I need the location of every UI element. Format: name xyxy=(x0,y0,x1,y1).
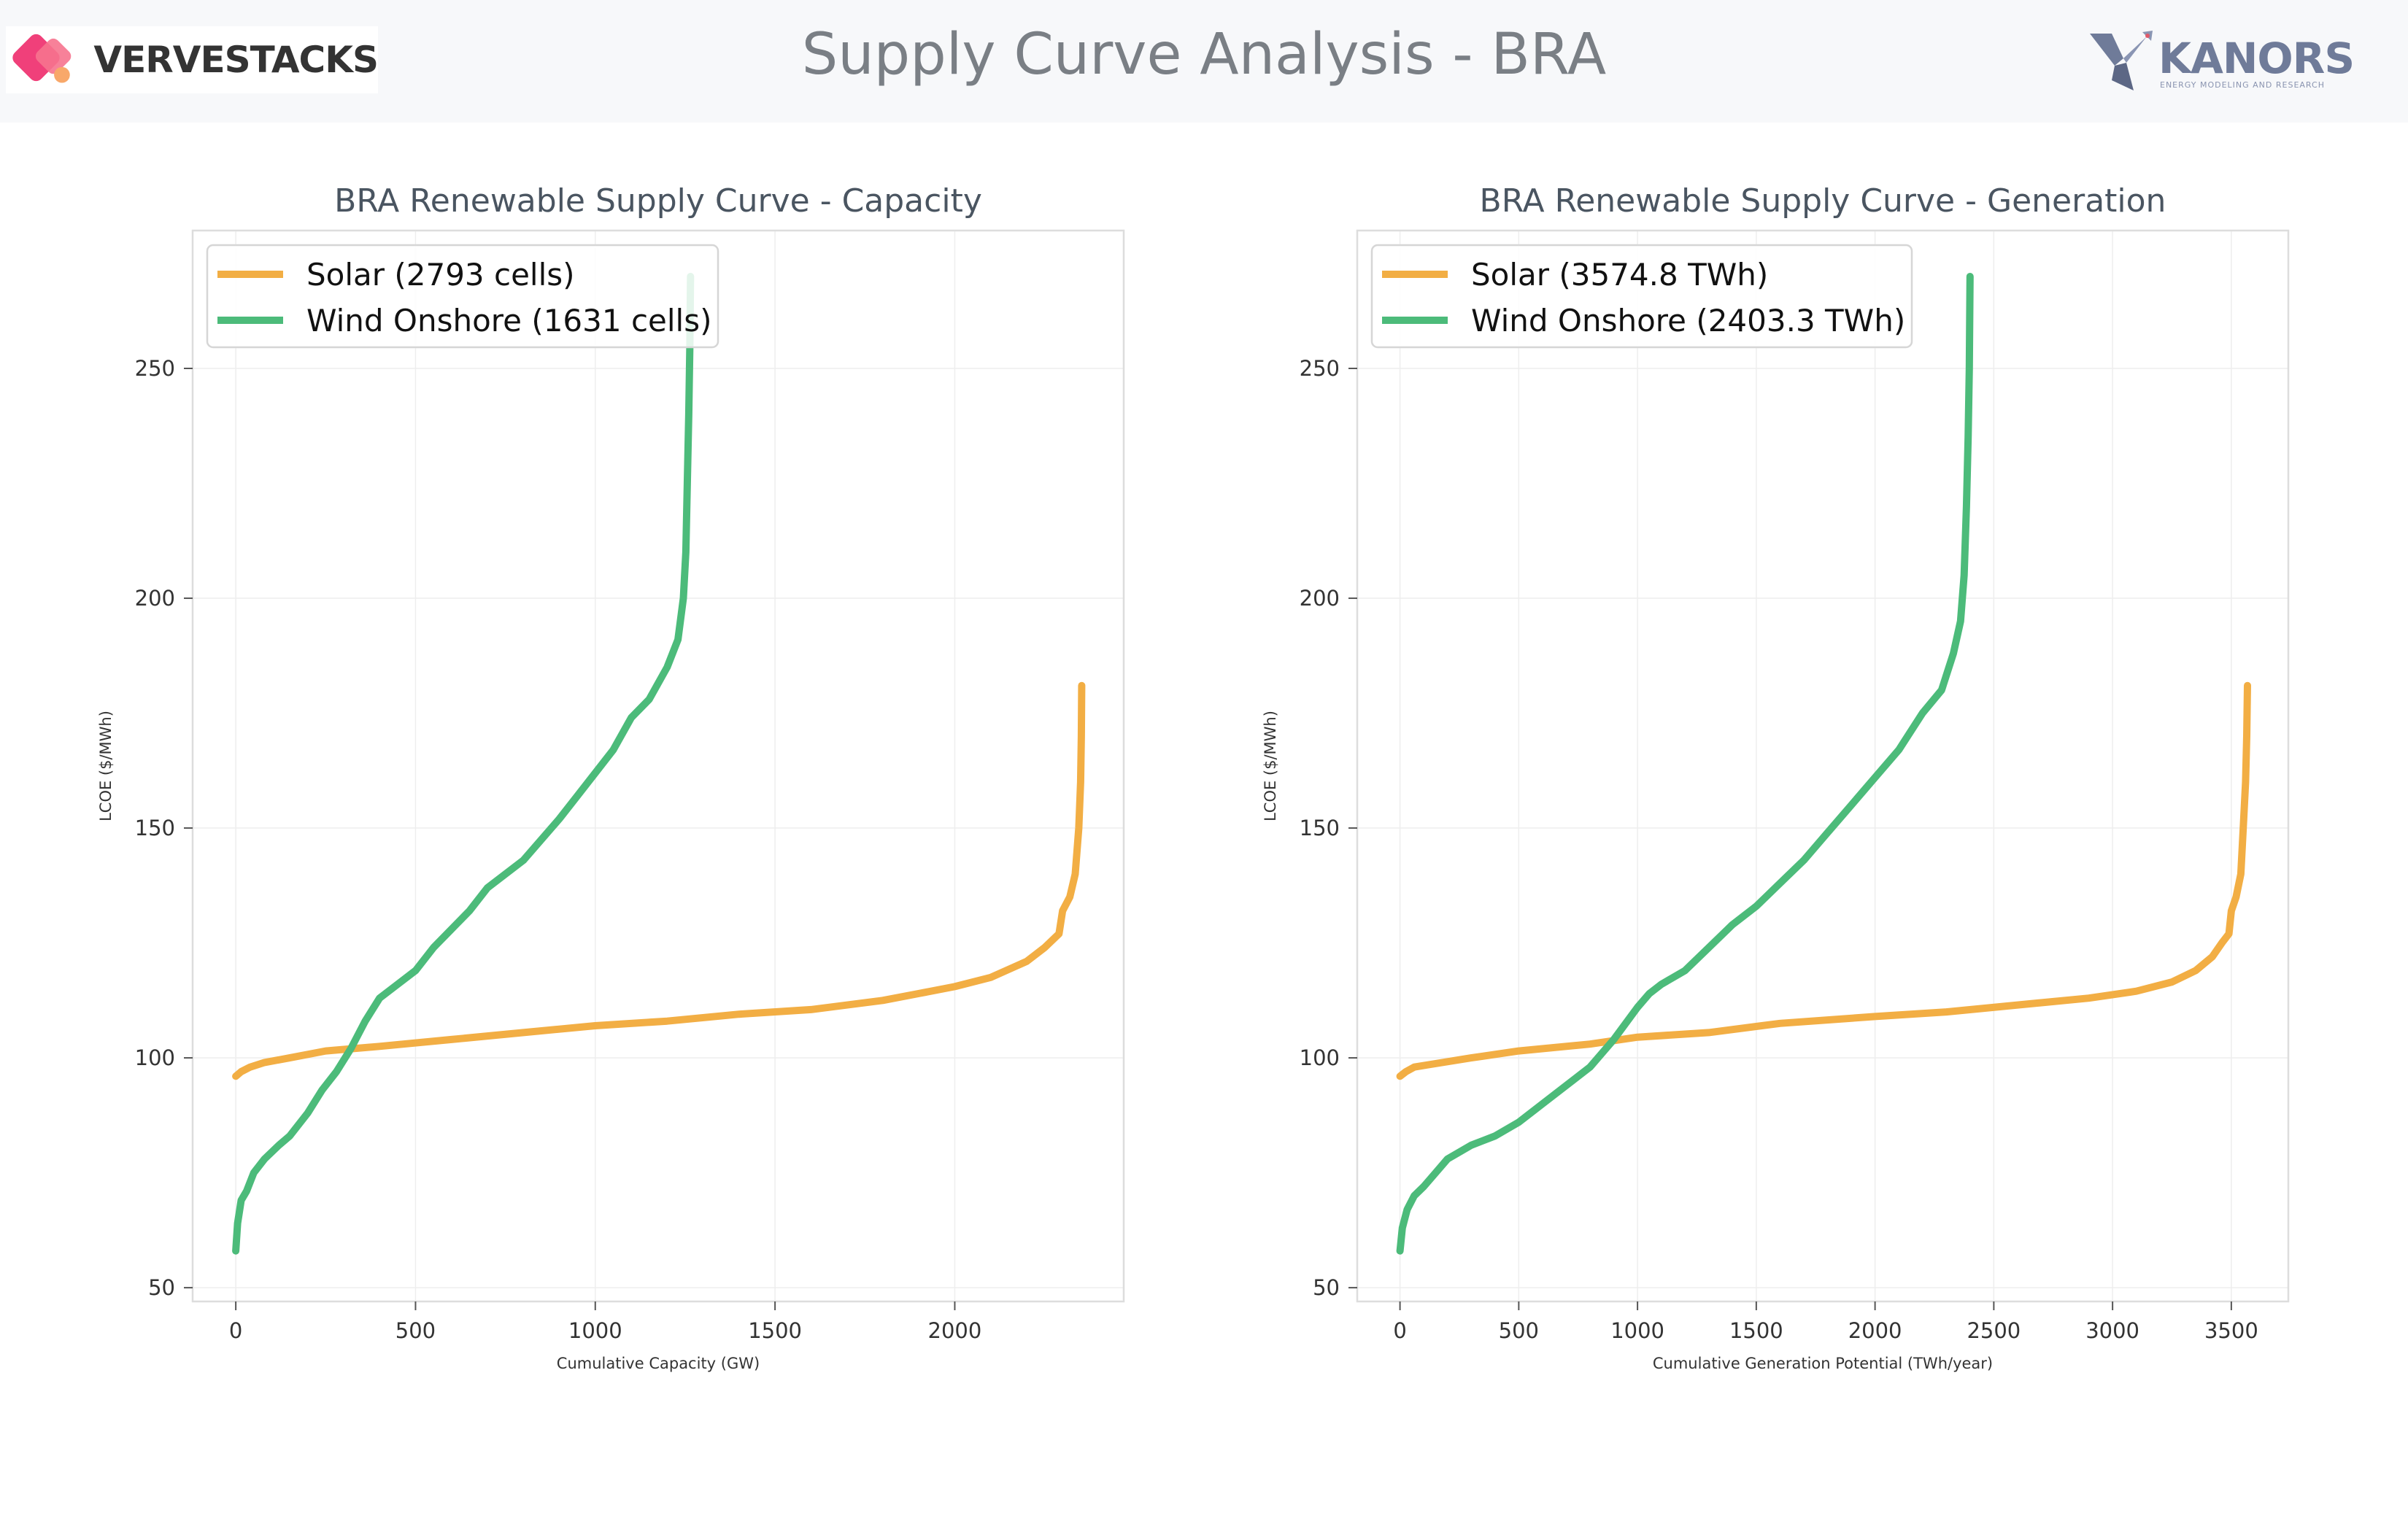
x-tick-label: 500 xyxy=(1499,1318,1539,1343)
y-axis-label: LCOE ($/MWh) xyxy=(1262,711,1279,821)
y-tick-label: 50 xyxy=(148,1275,175,1300)
legend-label-solar: Solar (3574.8 TWh) xyxy=(1471,257,1768,293)
x-tick-label: 0 xyxy=(229,1318,242,1343)
plot-frame xyxy=(1356,229,2290,1303)
kanors-logo-tagline: ENERGY MODELING AND RESEARCH xyxy=(2160,80,2325,90)
chart-title: BRA Renewable Supply Curve - Generation xyxy=(1480,182,2166,220)
x-axis-label: Cumulative Capacity (GW) xyxy=(557,1355,760,1372)
x-tick-label: 0 xyxy=(1393,1318,1406,1343)
vervestacks-logo: VERVESTACKS xyxy=(6,26,379,93)
y-tick-label: 200 xyxy=(135,586,175,611)
x-tick-label: 2500 xyxy=(1967,1318,2021,1343)
y-tick-label: 250 xyxy=(1300,356,1340,381)
y-axis-label: LCOE ($/MWh) xyxy=(97,711,115,821)
vervestacks-logo-icon xyxy=(12,34,72,83)
y-tick-label: 150 xyxy=(135,816,175,840)
x-tick-label: 2000 xyxy=(928,1318,982,1343)
kanors-logo-icon xyxy=(2090,31,2153,90)
chart-panel-1: 0 500 1000 1500 2000 50 100 150 200 250 Cumulative… xyxy=(97,182,1125,1372)
series-line-solar xyxy=(232,681,1086,1080)
x-tick-label: 3000 xyxy=(2085,1318,2139,1343)
legend-box xyxy=(1370,244,1913,349)
x-axis-label: Cumulative Generation Potential (TWh/yea… xyxy=(1653,1355,1993,1372)
y-tick-label: 250 xyxy=(135,356,175,381)
x-tick-label: 3500 xyxy=(2204,1318,2258,1343)
page-title: Supply Curve Analysis - BRA xyxy=(801,22,1607,88)
legend: Solar (3574.8 TWh) Wind Onshore (2403.3 T… xyxy=(1370,244,1913,349)
vervestacks-logo-text: VERVESTACKS xyxy=(93,39,379,81)
y-tick-label: 100 xyxy=(1300,1045,1340,1070)
legend-label-wind: Wind Onshore (1631 cells) xyxy=(306,303,711,338)
legend-label-solar: Solar (2793 cells) xyxy=(306,257,575,293)
x-tick-label: 2000 xyxy=(1848,1318,1902,1343)
legend-box xyxy=(206,244,719,349)
x-tick-label: 1500 xyxy=(1729,1318,1783,1343)
legend-label-wind: Wind Onshore (2403.3 TWh) xyxy=(1471,303,1905,338)
header-bar: VERVESTACKS Supply Curve Analysis - BRA … xyxy=(0,0,2408,123)
x-tick-label: 1500 xyxy=(748,1318,802,1343)
series-line-wind xyxy=(1396,273,1974,1255)
kanors-logo: KANORS ENERGY MODELING AND RESEARCH xyxy=(2085,29,2355,95)
x-tick-label: 1000 xyxy=(568,1318,622,1343)
chart-panel-2: 0 500 1000 1500 2000 2500 3000 3500 50 100 150 200 2… xyxy=(1262,182,2290,1372)
y-tick-label: 200 xyxy=(1300,586,1340,611)
chart-title: BRA Renewable Supply Curve - Capacity xyxy=(334,182,982,220)
kanors-logo-text: KANORS xyxy=(2158,34,2355,83)
legend: Solar (2793 cells) Wind Onshore (1631 cel… xyxy=(206,244,719,349)
x-tick-label: 500 xyxy=(395,1318,436,1343)
plot-frame xyxy=(191,229,1125,1303)
series-line-wind xyxy=(232,273,695,1255)
y-tick-label: 150 xyxy=(1300,816,1340,840)
y-tick-label: 50 xyxy=(1313,1275,1340,1300)
y-tick-label: 100 xyxy=(135,1045,175,1070)
x-tick-label: 1000 xyxy=(1610,1318,1664,1343)
series-line-solar xyxy=(1396,681,2251,1080)
